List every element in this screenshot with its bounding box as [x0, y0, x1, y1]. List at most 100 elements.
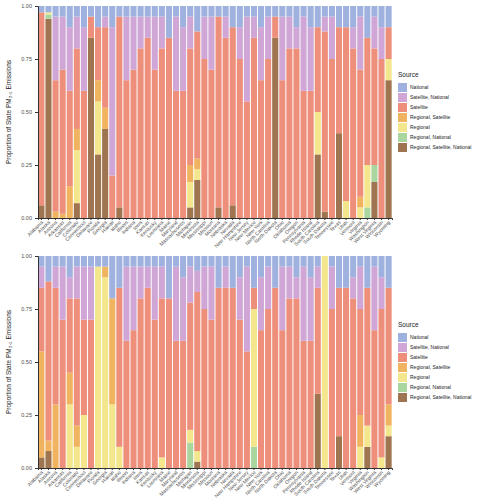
bar-segment — [230, 27, 236, 205]
bar-segment — [102, 6, 108, 17]
bar-segment — [286, 6, 292, 17]
bar-segment — [38, 256, 44, 267]
bar-segment — [159, 256, 165, 267]
bar-segment — [301, 91, 307, 218]
bar-segment — [343, 288, 349, 468]
x-tick-mark — [168, 218, 169, 220]
bar-segment — [386, 6, 392, 27]
bar-segment — [95, 6, 101, 27]
bar-segment — [38, 351, 44, 457]
x-tick-mark — [275, 218, 276, 220]
x-tick-mark — [41, 218, 42, 220]
bar-segment — [272, 38, 278, 218]
x-tick-mark — [381, 218, 382, 220]
x-tick-mark — [140, 468, 141, 470]
x-tick-mark — [76, 468, 77, 470]
bar-segment — [215, 207, 221, 218]
bar-segment — [223, 38, 229, 218]
x-tick-mark — [253, 468, 254, 470]
x-tick-mark — [91, 468, 92, 470]
bar-segment — [102, 129, 108, 218]
x-tick-mark — [197, 468, 198, 470]
x-tick-mark — [140, 218, 141, 220]
x-tick-mark — [55, 218, 56, 220]
bar-segment — [166, 38, 172, 218]
bar-segment — [173, 91, 179, 218]
x-tick-mark — [41, 468, 42, 470]
x-tick-mark — [360, 468, 361, 470]
bar-segment — [38, 12, 44, 205]
bar-segment — [244, 351, 250, 468]
legend-label: Regional, Satellite — [410, 114, 451, 120]
bar-segment — [88, 6, 94, 17]
bar-segment — [230, 6, 236, 27]
x-tick-mark — [346, 468, 347, 470]
legend-key — [398, 343, 407, 352]
legend-title: Source — [398, 71, 419, 78]
bar-segment — [371, 48, 377, 165]
bar-segment — [208, 70, 214, 218]
y-tick-mark — [35, 256, 38, 257]
legend-label: Regional, Satellite — [410, 364, 451, 370]
bar-segment — [364, 288, 370, 426]
bar-segment — [166, 6, 172, 38]
bar-segment — [152, 17, 158, 70]
x-tick-mark — [98, 468, 99, 470]
bar-segment — [329, 17, 335, 59]
bar-segment — [251, 6, 257, 17]
bar-segment — [308, 256, 314, 277]
bar-segment — [322, 256, 328, 257]
bar-segment — [272, 288, 278, 468]
bar-segment — [272, 6, 278, 17]
y-tick-label: 0.00 — [21, 465, 32, 471]
bar-segment — [265, 17, 271, 59]
bar-segment — [371, 165, 377, 182]
legend-title: Source — [398, 321, 419, 328]
bar-segment — [371, 6, 377, 17]
x-tick-mark — [154, 468, 155, 470]
x-tick-mark — [147, 468, 148, 470]
bar-segment — [251, 256, 257, 288]
bar-segment — [258, 330, 264, 468]
bar-segment — [223, 256, 229, 267]
bar-segment — [187, 443, 193, 468]
bar-segment — [109, 404, 115, 468]
x-tick-mark — [338, 468, 339, 470]
x-tick-mark — [190, 218, 191, 220]
y-tick: 0.25 — [21, 162, 38, 168]
bar-segment — [237, 320, 243, 468]
bar-segment — [378, 309, 384, 457]
x-axis: AlabamaAlaskaArizonaArkansasCaliforniaCo… — [26, 468, 393, 499]
bar-segment — [201, 267, 207, 309]
bar-segment — [116, 17, 122, 208]
bar-segment — [102, 17, 108, 28]
bar-segment — [223, 6, 229, 17]
bar-segment — [152, 267, 158, 320]
bar-segment — [315, 256, 321, 267]
bar-segment — [187, 165, 193, 182]
bar-segment — [378, 27, 384, 59]
x-tick-mark — [388, 468, 389, 470]
bar-segment — [60, 17, 66, 70]
bar-segment — [67, 256, 73, 277]
bar-segment — [194, 6, 200, 31]
bar-segment — [138, 298, 144, 468]
bar-segment — [45, 281, 51, 440]
bar-segment — [364, 256, 370, 288]
x-tick-mark — [246, 218, 247, 220]
legend-key — [398, 133, 407, 142]
y-tick: 0.00 — [21, 215, 38, 221]
bar-segment — [293, 6, 299, 27]
legend-key — [398, 103, 407, 112]
bar-segment — [45, 6, 51, 12]
bar-segment — [357, 447, 363, 468]
bar-segment — [329, 309, 335, 468]
y-tick: 1.00 — [21, 3, 38, 9]
bar-segment — [265, 309, 271, 468]
bar-segment — [251, 447, 257, 468]
bar-segment — [81, 267, 87, 320]
bar-segment — [343, 27, 349, 201]
bar-segment — [237, 59, 243, 218]
bar-segment — [60, 320, 66, 468]
bar-segment — [301, 341, 307, 468]
